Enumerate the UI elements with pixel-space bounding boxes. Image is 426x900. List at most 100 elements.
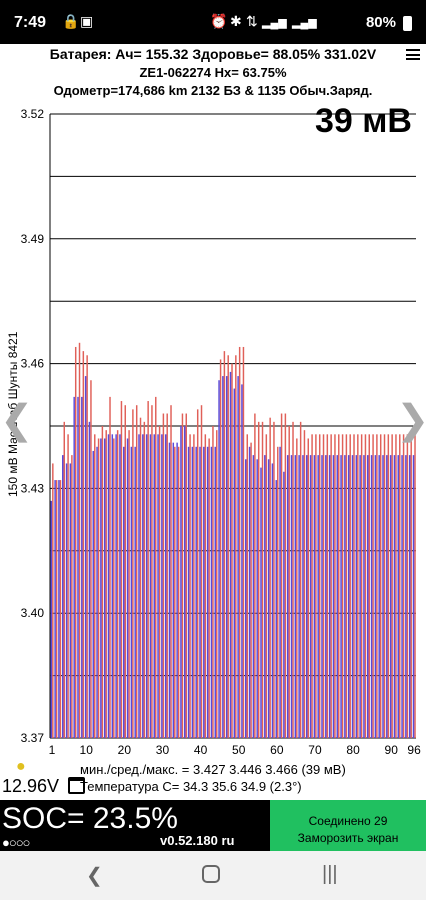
home-icon[interactable]	[202, 865, 220, 883]
cell-bar	[242, 346, 245, 738]
back-icon[interactable]: ❮	[86, 865, 103, 887]
system-nav-bar: ❮ |||	[0, 851, 426, 900]
cell-bar	[181, 413, 184, 738]
cell-bar	[97, 438, 100, 738]
cell-bar	[284, 413, 287, 738]
cell-bar	[326, 434, 329, 738]
cell-bar	[134, 446, 136, 738]
cell-bar	[405, 455, 407, 738]
cell-bar	[63, 421, 66, 738]
cell-bar	[383, 434, 386, 738]
cell-bar	[298, 455, 300, 738]
x-tick-label: 1	[49, 743, 56, 757]
cell-bar	[139, 417, 142, 738]
cell-bar	[401, 455, 403, 738]
cell-bar	[277, 446, 279, 738]
cell-bar	[130, 446, 133, 738]
cell-bar	[374, 455, 377, 738]
lte-icon: ⇅	[246, 13, 258, 29]
cell-bar	[145, 434, 148, 738]
x-tick-label: 96	[407, 743, 421, 757]
cell-bar	[233, 388, 236, 738]
freeze-screen-button[interactable]: Соединено 29 Заморозить экран	[270, 800, 426, 851]
x-tick-label: 70	[308, 743, 322, 757]
cell-bar	[315, 434, 317, 738]
cell-bar	[382, 455, 384, 738]
alarm-icon: ⏰	[210, 13, 228, 29]
cell-bar	[250, 442, 252, 738]
freeze-screen-label: Заморозить экран	[297, 830, 399, 845]
cell-bar	[223, 351, 226, 738]
cell-bar	[219, 359, 222, 738]
image-icon: ▣	[80, 13, 94, 29]
cell-bar	[158, 426, 161, 738]
cell-bar	[267, 459, 270, 738]
cell-bar	[309, 455, 312, 738]
cell-bar	[107, 434, 110, 738]
cell-bar	[379, 434, 382, 738]
cell-bar	[111, 434, 114, 738]
next-screen-arrow-icon[interactable]: ❯	[396, 395, 426, 445]
cell-bar	[132, 409, 134, 738]
cell-bar	[254, 413, 256, 738]
cell-bar	[317, 455, 319, 738]
cell-bar	[357, 434, 359, 738]
cell-bar	[195, 446, 197, 738]
cell-bar	[414, 434, 416, 738]
cell-bar	[212, 426, 214, 738]
cell-bar	[176, 442, 178, 738]
x-tick-label: 80	[346, 743, 360, 757]
cell-bar	[153, 434, 155, 738]
cell-bar	[78, 342, 81, 738]
cell-bar	[359, 455, 361, 738]
cell-bar	[334, 434, 336, 738]
y-tick-label: 3.40	[21, 606, 45, 620]
cell-bar	[347, 455, 350, 738]
cell-bar	[216, 430, 218, 738]
calendar-icon[interactable]	[68, 777, 85, 794]
cell-bar	[406, 434, 409, 738]
cell-bar	[203, 446, 205, 738]
wifi-icon: ▂▄▆	[292, 17, 317, 29]
cell-bar	[196, 409, 199, 738]
cell-bar	[119, 434, 121, 738]
cell-bar	[368, 434, 371, 738]
cell-bar	[412, 455, 415, 738]
x-tick-label: 40	[194, 743, 208, 757]
cell-bar	[328, 455, 331, 738]
cell-bar	[241, 384, 243, 738]
cell-bar	[229, 371, 232, 738]
previous-screen-arrow-icon[interactable]: ❮	[0, 398, 34, 442]
cell-bar	[126, 438, 129, 738]
cell-bar	[147, 401, 149, 738]
cell-bar	[393, 455, 396, 738]
cell-bar	[77, 396, 79, 738]
battery-info-header: Батарея: Ач= 155.32 Здоровье= 88.05% 331…	[0, 44, 426, 100]
app-version: v0.52.180 ru	[160, 833, 235, 848]
aux-battery-voltage: 12.96V	[2, 776, 60, 796]
cell-bar	[386, 455, 388, 738]
cell-bar	[187, 446, 190, 738]
cell-bar	[54, 480, 56, 738]
cell-bar	[279, 446, 281, 738]
menu-icon[interactable]	[406, 49, 420, 60]
cell-bar	[92, 450, 94, 738]
cell-bar	[299, 421, 302, 738]
x-tick-label: 20	[118, 743, 132, 757]
cell-bar	[294, 455, 297, 738]
cell-bar	[143, 421, 146, 738]
cell-bar	[322, 434, 325, 738]
cell-bar	[180, 426, 182, 738]
battery-icon	[403, 16, 412, 31]
cell-bar	[62, 455, 64, 738]
cell-bar	[321, 455, 323, 738]
cell-bar	[174, 446, 176, 738]
cell-bar	[231, 363, 233, 738]
recent-apps-icon[interactable]: |||	[322, 863, 338, 885]
cell-bar	[340, 455, 342, 738]
cell-bar	[391, 434, 393, 738]
cell-bar	[370, 455, 373, 738]
cell-bar	[330, 434, 332, 738]
cell-bar	[399, 434, 401, 738]
cell-bar	[238, 346, 241, 738]
